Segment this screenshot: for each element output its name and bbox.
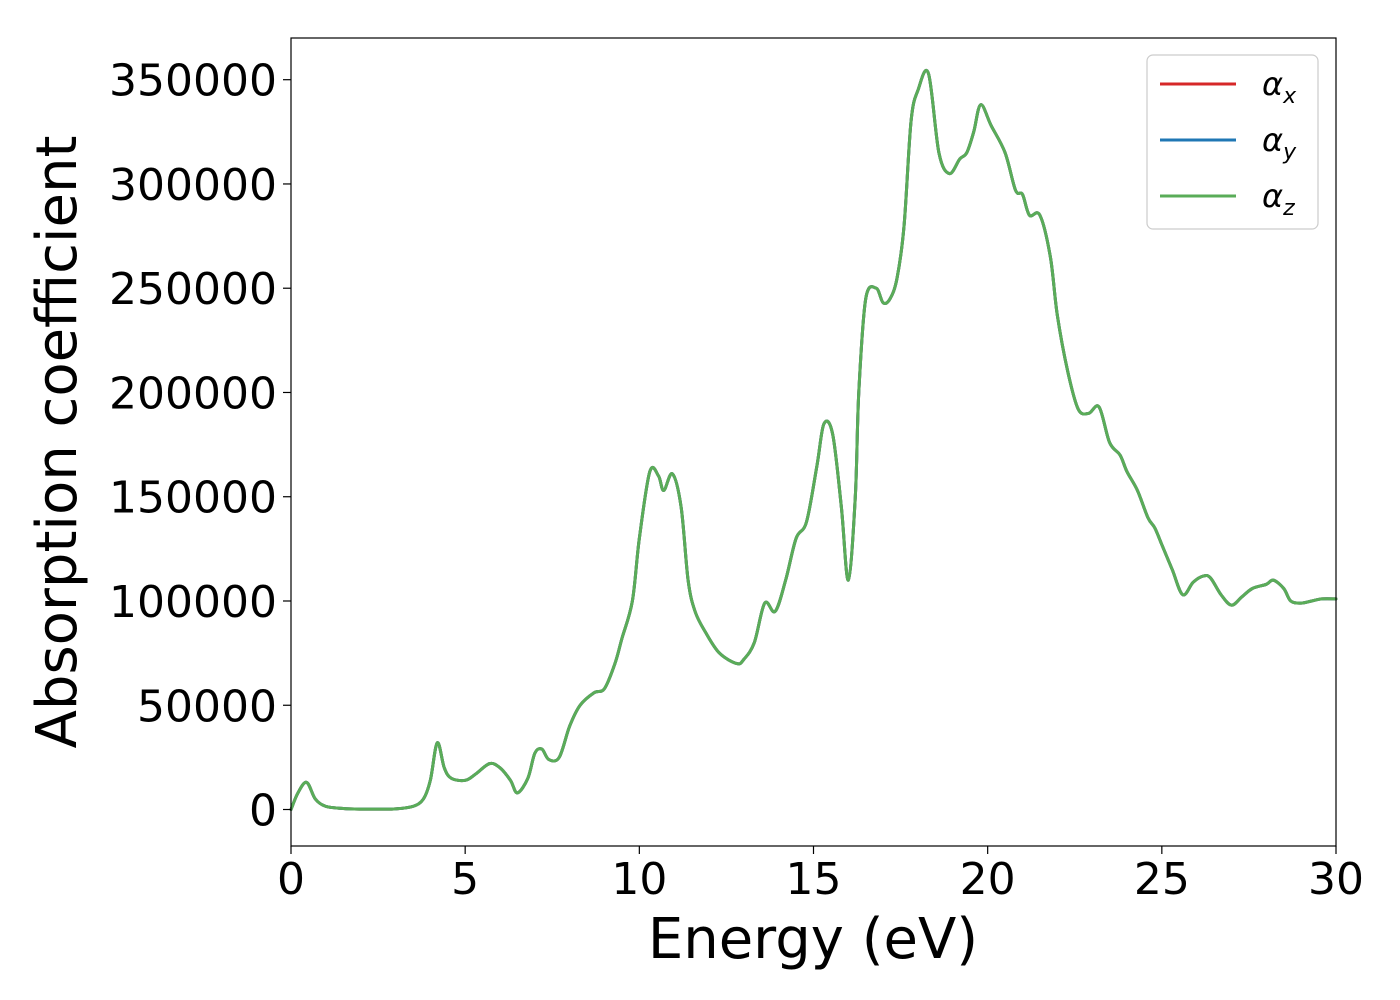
- y-axis-ticks: 0 50000 100000 150000 200000 250000 300000 3500…: [109, 56, 291, 837]
- x-tick-label: 20: [960, 854, 1016, 905]
- x-axis-ticks: 0 5 10 15 20 25 30: [277, 846, 1364, 905]
- legend-box: [1146, 54, 1319, 230]
- y-tick-label: 350000: [109, 56, 277, 107]
- series-line-3: [289, 69, 1338, 812]
- y-axis-label: Absorption coefficient: [25, 136, 90, 749]
- x-tick-label: 0: [277, 854, 305, 905]
- legend-label: αz: [1262, 177, 1295, 221]
- legend: αx αy αz: [1146, 54, 1319, 230]
- y-tick-label: 0: [249, 786, 277, 837]
- legend-label: αx: [1262, 65, 1297, 109]
- y-tick-label: 150000: [109, 473, 277, 524]
- x-axis-label: Energy (eV): [648, 907, 978, 972]
- x-tick-label: 25: [1134, 854, 1190, 905]
- x-tick-label: 15: [786, 854, 842, 905]
- y-tick-label: 50000: [137, 681, 277, 732]
- x-tick-label: 5: [451, 854, 479, 905]
- y-tick-label: 200000: [109, 368, 277, 419]
- y-tick-label: 250000: [109, 264, 277, 315]
- legend-items: αx αy αz: [1160, 65, 1297, 221]
- legend-label: αy: [1262, 121, 1297, 165]
- y-tick-label: 300000: [109, 160, 277, 211]
- series-group: [289, 69, 1338, 812]
- x-tick-label: 10: [611, 854, 667, 905]
- x-tick-label: 30: [1308, 854, 1364, 905]
- y-tick-label: 100000: [109, 577, 277, 628]
